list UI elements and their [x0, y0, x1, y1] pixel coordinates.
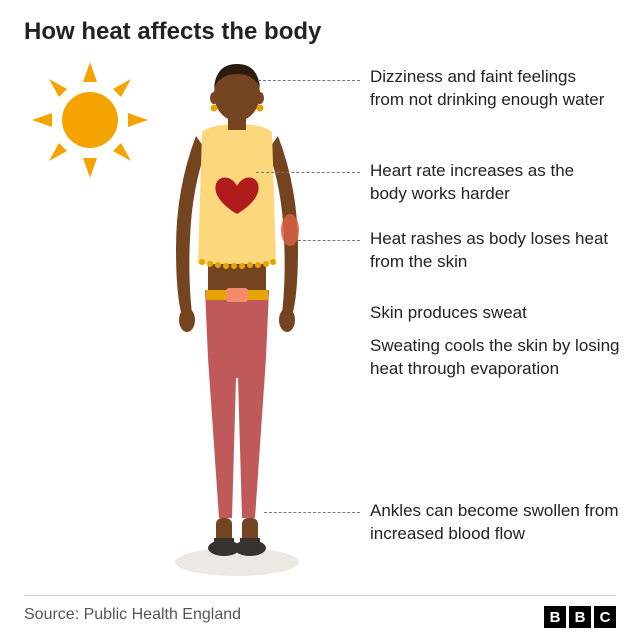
annotation-head: Dizziness and faint feelings from not dr… — [370, 66, 610, 112]
logo-letter: B — [544, 606, 566, 628]
footer-divider — [24, 595, 616, 596]
annotation-sweat: Skin produces sweat Sweating cools the sk… — [370, 302, 620, 381]
source-credit: Source: Public Health England — [24, 606, 241, 624]
annotation-rash: Heat rashes as body loses heat from the … — [370, 228, 610, 274]
leader-line — [258, 80, 360, 81]
annotation-subtext: Sweating cools the skin by losing heat t… — [370, 335, 620, 381]
sun-icon — [30, 60, 150, 180]
leader-line — [256, 172, 360, 173]
page-title: How heat affects the body — [24, 18, 321, 46]
annotation-text: Heart rate increases as the body works h… — [370, 160, 610, 206]
annotation-text: Skin produces sweat — [370, 302, 620, 325]
bbc-logo: B B C — [544, 606, 616, 628]
heat-rash — [281, 214, 299, 246]
leader-line — [264, 512, 360, 513]
human-figure — [142, 58, 332, 578]
logo-letter: B — [569, 606, 591, 628]
annotation-text: Ankles can become swollen from increased… — [370, 500, 620, 546]
annotation-heart: Heart rate increases as the body works h… — [370, 160, 610, 206]
logo-letter: C — [594, 606, 616, 628]
annotation-text: Heat rashes as body loses heat from the … — [370, 228, 610, 274]
leader-line — [298, 240, 360, 241]
annotation-ankles: Ankles can become swollen from increased… — [370, 500, 620, 546]
annotation-text: Dizziness and faint feelings from not dr… — [370, 66, 610, 112]
